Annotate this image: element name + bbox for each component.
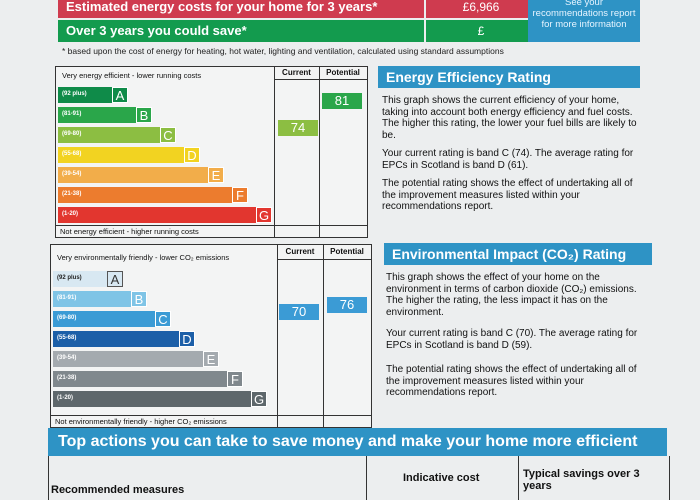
energy-rating-title: Energy Efficiency Rating [378,66,640,88]
energy-desc-2: Your current rating is band C (74). The … [382,148,634,171]
band-letter: G [256,207,272,223]
rating-band-d: (55-68) D [58,147,200,163]
env-rating-title: Environmental Impact (CO₂) Rating [384,243,652,265]
actions-table: Recommended measures Indicative cost Typ… [48,456,670,500]
env-desc-2: Your current rating is band C (70). The … [386,328,638,351]
rating-band-a: (92 plus) A [53,271,123,287]
env-potential-header: Potential [330,247,364,256]
energy-desc-3: The potential rating shows the effect of… [382,178,633,212]
band-range: (69-80) [62,131,82,137]
cost-label: Estimated energy costs for your home for… [58,0,424,18]
rating-band-c: (69-80) C [53,311,171,327]
band-range: (21-38) [57,375,77,381]
band-letter: B [131,291,147,307]
env-current-header: Current [285,247,315,256]
band-range: (81-91) [62,111,82,117]
energy-potential-header: Potential [326,68,360,77]
rating-band-g: (1-20) G [58,207,272,223]
band-letter: G [251,391,267,407]
band-letter: C [160,127,176,143]
rating-band-d: (55-68) D [53,331,195,347]
energy-efficiency-chart: Current Potential Very energy efficient … [55,66,368,238]
band-range: (39-54) [57,355,77,361]
savings-row: Over 3 years you could save* £ [58,20,586,42]
rating-band-e: (39-54) E [58,167,224,183]
band-letter: D [179,331,195,347]
energy-potential-rating: 81 [322,93,362,109]
rating-band-b: (81-91) B [53,291,147,307]
band-range: (55-68) [57,335,77,341]
env-bottom-caption: Not environmentally friendly - higher CO… [55,417,227,426]
band-range: (39-54) [62,171,82,177]
savings-label: Over 3 years you could save* [58,20,424,42]
env-desc-1: This graph shows the effect of your home… [386,272,637,318]
energy-top-caption: Very energy efficient - lower running co… [62,71,202,80]
rating-band-a: (92 plus) A [58,87,128,103]
energy-current-header: Current [282,68,311,77]
band-range: (21-38) [62,191,82,197]
rating-band-e: (39-54) E [53,351,219,367]
band-range: (81-91) [57,295,77,301]
env-current-rating: 70 [279,304,319,320]
band-letter: A [107,271,123,287]
header-indicative-cost: Indicative cost [403,472,480,484]
environmental-impact-chart: Current Potential Very environmentally f… [50,244,372,428]
env-desc-3: The potential rating shows the effect of… [386,364,637,398]
band-range: (92 plus) [57,275,82,281]
header-recommended-measures: Recommended measures [51,484,185,496]
band-letter: D [184,147,200,163]
band-letter: B [136,107,152,123]
band-letter: E [208,167,224,183]
rating-band-f: (21-38) F [53,371,243,387]
band-letter: C [155,311,171,327]
band-range: (55-68) [62,151,82,157]
band-range: (1-20) [62,211,79,217]
band-letter: E [203,351,219,367]
cost-value: £6,966 [426,0,536,18]
band-letter: F [227,371,243,387]
rating-band-f: (21-38) F [58,187,248,203]
energy-bottom-caption: Not energy efficient - higher running co… [60,227,199,236]
band-range: (92 plus) [62,91,87,97]
cost-row-3-years: Estimated energy costs for your home for… [58,0,586,18]
env-top-caption: Very environmentally friendly - lower CO… [57,253,230,262]
rating-band-g: (1-20) G [53,391,267,407]
band-range: (1-20) [57,395,74,401]
rating-band-c: (69-80) C [58,127,176,143]
energy-desc-1: This graph shows the current efficiency … [382,95,637,141]
band-range: (69-80) [57,315,77,321]
recommendations-link[interactable]: See your recommendations report for more… [528,0,640,42]
band-letter: A [112,87,128,103]
band-letter: F [232,187,248,203]
env-potential-rating: 76 [327,297,367,313]
savings-value: £ [426,20,536,42]
energy-current-rating: 74 [278,120,318,136]
top-actions-title: Top actions you can take to save money a… [48,428,667,456]
header-typical-savings: Typical savings over 3 years [523,468,640,492]
rating-band-b: (81-91) B [58,107,152,123]
cost-footnote: * based upon the cost of energy for heat… [62,46,504,56]
